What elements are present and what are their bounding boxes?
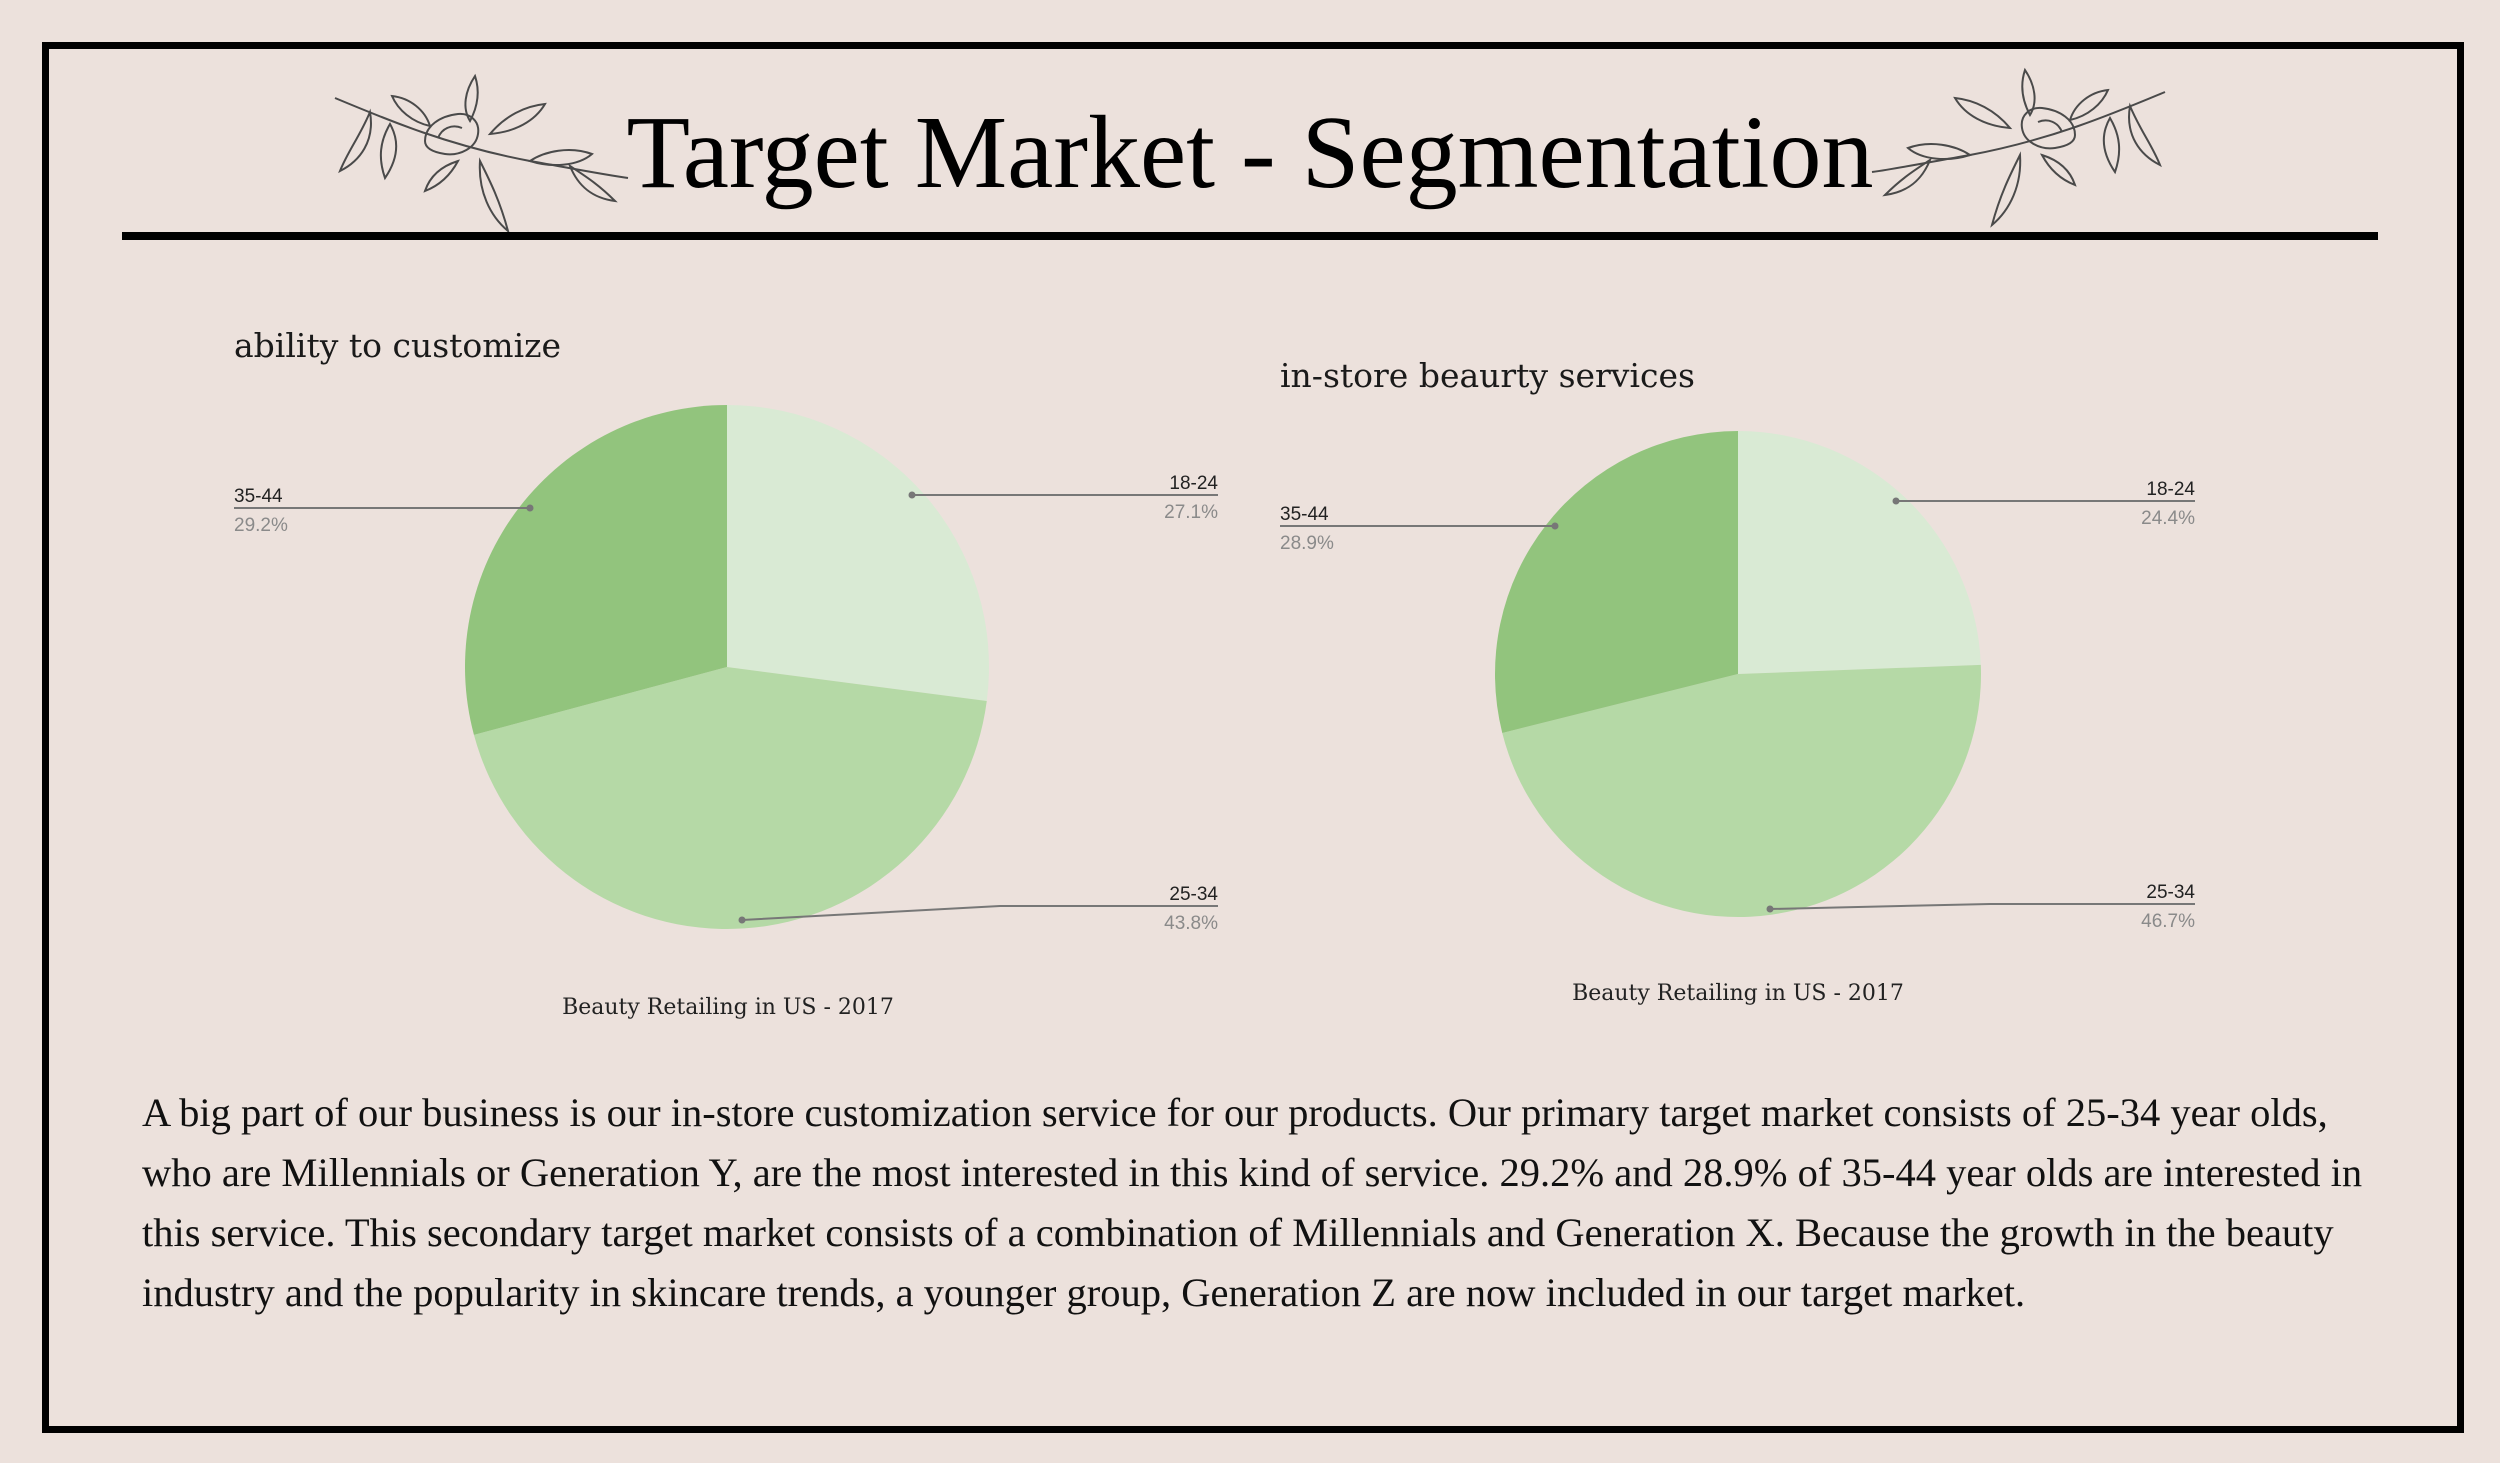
title-divider (122, 232, 2378, 240)
leader-dot-25-34 (1766, 905, 1774, 913)
slice-value-label: 43.8% (1164, 913, 1218, 934)
floral-branch-icon (1871, 67, 2166, 228)
slice-value-label: 27.1% (1164, 502, 1218, 523)
page-title: Target Market - Segmentation (626, 95, 1874, 210)
slice-value-label: 46.7% (2141, 911, 2195, 932)
slice-label: 25-34 (1169, 884, 1218, 905)
pie-slice-18-24 (1738, 431, 1981, 674)
leader-dot-35-44 (1551, 522, 1559, 530)
pie-slice-35-44 (1495, 431, 1738, 733)
pie-slice-35-44 (465, 405, 727, 735)
pie-slice-18-24 (727, 405, 989, 702)
slice-label: 35-44 (234, 486, 283, 507)
slice-value-label: 24.4% (2141, 508, 2195, 529)
chart-caption: Beauty Retailing in US - 2017 (1572, 981, 1904, 1006)
pie-slice-25-34 (1502, 664, 1981, 917)
leader-line-25-34 (1769, 903, 2195, 910)
slice-value-label: 28.9% (1280, 533, 1334, 554)
pie-chart-in-store-services: 18-24 24.4% 25-34 46.7% 35-44 28.9% (1280, 431, 2195, 932)
leader-dot-35-44 (526, 504, 534, 512)
slice-label: 35-44 (1280, 504, 1329, 525)
leader-dot-25-34 (738, 916, 746, 924)
chart-title: ability to customize (234, 326, 562, 365)
chart-title: in-store beaurty services (1280, 356, 1695, 395)
chart-caption: Beauty Retailing in US - 2017 (562, 995, 894, 1020)
floral-branch-icon (334, 73, 629, 234)
leader-dot-18-24 (908, 491, 916, 499)
slice-label: 18-24 (1169, 473, 1218, 494)
leader-dot-18-24 (1892, 497, 1900, 505)
leader-line-25-34 (741, 905, 1218, 921)
pie-slice-25-34 (473, 667, 987, 930)
slide-border (42, 42, 2464, 1433)
slice-label: 25-34 (2146, 882, 2195, 903)
pie-chart-ability-to-customize: 18-24 27.1% 25-34 43.8% 35-44 29.2% (234, 405, 1218, 934)
slice-label: 18-24 (2146, 479, 2195, 500)
slice-value-label: 29.2% (234, 515, 288, 536)
description-paragraph: A big part of our business is our in-sto… (142, 1090, 2363, 1315)
